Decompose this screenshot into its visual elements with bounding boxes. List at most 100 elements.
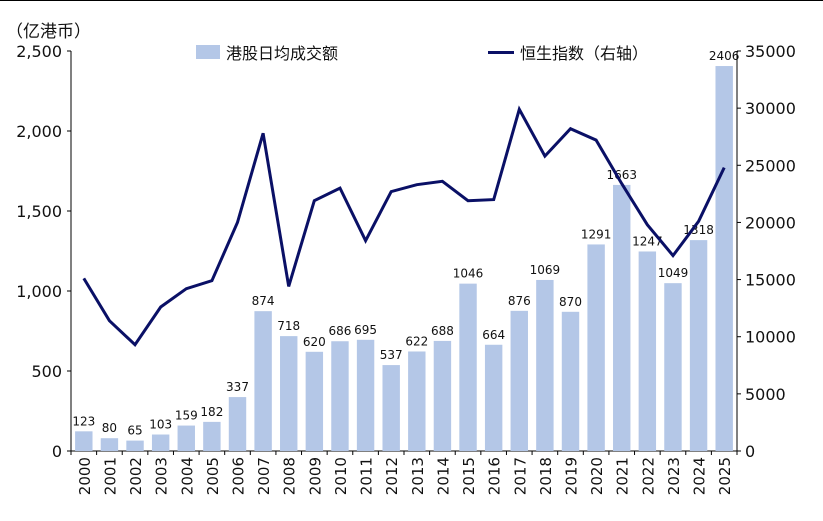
x-tick-label: 2001 (101, 457, 119, 495)
bar (613, 184, 631, 452)
legend-label-line: 恒生指数（右轴） (520, 44, 649, 63)
bar-value-label: 620 (303, 335, 326, 349)
bar-value-label: 664 (482, 328, 505, 342)
bar (664, 283, 682, 451)
x-tick-label: 2012 (383, 457, 401, 495)
y-right-tick-label: 15000 (745, 271, 796, 290)
x-tick-label: 2014 (434, 457, 452, 495)
y-left-tick-label: 1,500 (16, 202, 62, 221)
y-left-tick-label: 2,000 (16, 122, 62, 141)
bar (126, 440, 144, 451)
bar (536, 279, 554, 451)
bar (459, 283, 477, 451)
legend-item-line: 恒生指数（右轴） (488, 40, 648, 64)
bar (280, 336, 298, 451)
x-tick-label: 2020 (588, 457, 606, 495)
x-tick-label: 2017 (511, 457, 529, 495)
bar-value-label: 80 (102, 421, 117, 435)
y-left-tick-label: 1,000 (16, 282, 62, 301)
bar (638, 251, 657, 451)
bar (228, 397, 247, 451)
y-left-unit-label: （亿港币） (6, 22, 91, 42)
legend-label-bar: 港股日均成交额 (226, 44, 339, 63)
x-tick-label: 2015 (460, 457, 478, 495)
bar (75, 431, 93, 451)
x-tick-label: 2018 (537, 457, 555, 495)
x-tick-label: 2009 (306, 457, 324, 495)
bar-value-label: 870 (559, 295, 582, 309)
bar-value-label: 159 (175, 409, 198, 423)
y-right-tick-label: 10000 (745, 328, 796, 347)
bar (484, 344, 503, 451)
bar-value-label: 123 (72, 414, 95, 428)
bar (100, 438, 119, 451)
x-tick-label: 2011 (358, 457, 376, 495)
bar (561, 311, 580, 451)
y-left-tick-label: 2,500 (16, 42, 62, 61)
x-tick-label: 2021 (614, 457, 632, 495)
x-tick-label: 2004 (178, 457, 196, 495)
bar (305, 351, 324, 451)
bar (408, 351, 426, 451)
bar-value-label: 1049 (658, 266, 689, 280)
bar-value-label: 1046 (453, 267, 484, 281)
y-right-tick-label: 0 (745, 442, 755, 461)
bar-value-label: 688 (431, 324, 454, 338)
bar (356, 339, 375, 451)
x-tick-label: 2013 (409, 457, 427, 495)
x-tick-label: 2023 (665, 457, 683, 495)
bar (715, 66, 733, 451)
x-tick-label: 2022 (639, 457, 657, 495)
y-right-tick-label: 35000 (745, 42, 796, 61)
legend-item-bar: 港股日均成交额 (196, 40, 338, 64)
bar (433, 340, 452, 451)
y-right-tick-label: 30000 (745, 99, 796, 118)
bar-value-label: 718 (277, 319, 300, 333)
bar (151, 434, 170, 451)
bar-value-label: 686 (329, 324, 352, 338)
x-tick-label: 2019 (563, 457, 581, 495)
bar-value-label: 874 (252, 294, 275, 308)
x-tick-label: 2003 (153, 457, 171, 495)
bar (382, 365, 400, 451)
y-left-tick-label: 0 (52, 442, 62, 461)
x-tick-label: 2010 (332, 457, 350, 495)
bar (331, 341, 349, 451)
bar-value-label: 103 (149, 418, 172, 432)
top-rule (0, 0, 823, 1)
y-right-tick-label: 25000 (745, 156, 796, 175)
y-right-tick-label: 20000 (745, 213, 796, 232)
bar (254, 311, 272, 451)
legend-swatch-bar (196, 45, 220, 59)
x-tick-label: 2024 (691, 457, 709, 495)
bar-value-label: 876 (508, 294, 531, 308)
bar-value-label: 1291 (581, 227, 612, 241)
bar-value-label: 1247 (632, 234, 663, 248)
bar-value-label: 537 (380, 348, 403, 362)
line-series-hsi (82, 105, 726, 347)
bar-value-label: 1663 (606, 168, 637, 182)
x-tick-label: 2002 (127, 457, 145, 495)
x-tick-label: 2008 (281, 457, 299, 495)
bar (587, 244, 605, 451)
legend-swatch-line (488, 50, 514, 54)
y-right-tick-label: 5000 (745, 385, 786, 404)
bar-value-label: 337 (226, 380, 249, 394)
bar-value-label: 695 (354, 323, 377, 337)
bar (177, 425, 195, 451)
x-tick-label: 2025 (716, 457, 734, 495)
x-tick-label: 2016 (486, 457, 504, 495)
bar (510, 310, 528, 451)
bar-value-label: 182 (200, 405, 223, 419)
bar-value-label: 622 (405, 334, 428, 348)
bar (203, 421, 221, 451)
bar (689, 240, 708, 451)
x-tick-label: 2005 (204, 457, 222, 495)
y-left-tick-label: 500 (31, 362, 62, 381)
bar-value-label: 1069 (530, 263, 561, 277)
x-tick-label: 2000 (76, 457, 94, 495)
x-tick-label: 2007 (255, 457, 273, 495)
x-tick-label: 2006 (230, 457, 248, 495)
bar-value-label: 2406 (709, 49, 740, 63)
